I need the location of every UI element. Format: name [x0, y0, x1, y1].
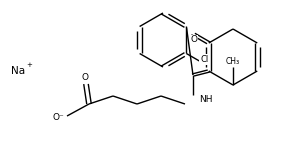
Text: O: O — [82, 72, 89, 81]
Text: Cl: Cl — [200, 55, 208, 64]
Text: NH: NH — [199, 95, 213, 104]
Text: Na: Na — [11, 66, 26, 75]
Text: +: + — [27, 62, 32, 68]
Text: O: O — [191, 36, 198, 45]
Text: CH₃: CH₃ — [226, 57, 240, 66]
Text: O⁻: O⁻ — [52, 113, 64, 122]
